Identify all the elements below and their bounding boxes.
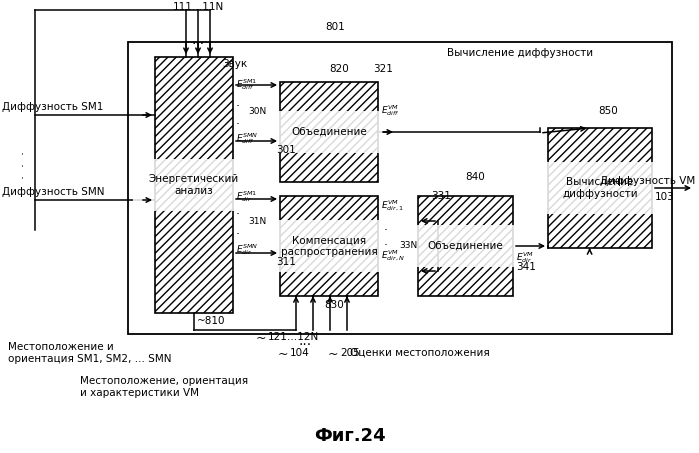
Text: $E_{dir}^{SM1}$: $E_{dir}^{SM1}$ — [236, 189, 257, 204]
Text: $E_{diff}^{SMN}$: $E_{diff}^{SMN}$ — [236, 131, 259, 146]
Bar — [548, 128, 652, 248]
Text: $E_{diff}^{VM}$: $E_{diff}^{VM}$ — [381, 103, 400, 118]
Text: $E_{dir,1}^{VM}$: $E_{dir,1}^{VM}$ — [381, 198, 404, 213]
Text: Диффузность VM: Диффузность VM — [600, 176, 695, 186]
Text: Местоположение, ориентация
и характеристики VM: Местоположение, ориентация и характерист… — [80, 376, 248, 398]
Text: 30N: 30N — [248, 107, 266, 116]
Text: Звук: Звук — [222, 59, 247, 69]
Text: ·: · — [236, 228, 240, 241]
Text: Энергетический
анализ: Энергетический анализ — [149, 174, 239, 196]
Text: Вычисление
диффузности: Вычисление диффузности — [562, 177, 637, 199]
Text: Местоположение и
ориентация SM1, SM2, … SMN: Местоположение и ориентация SM1, SM2, … … — [8, 342, 171, 364]
Text: ~: ~ — [256, 332, 266, 345]
Text: ~810: ~810 — [197, 316, 226, 326]
Text: 31N: 31N — [248, 217, 266, 226]
Text: $E_{dir}^{VM}$: $E_{dir}^{VM}$ — [516, 250, 534, 265]
Text: ~: ~ — [278, 348, 288, 361]
Text: ...: ... — [192, 33, 205, 47]
Bar — [280, 196, 378, 296]
Text: 111…11N: 111…11N — [173, 2, 224, 12]
Text: ·: · — [236, 101, 240, 114]
Bar — [155, 57, 233, 313]
Text: Объединение: Объединение — [428, 241, 503, 251]
Text: Объединение: Объединение — [291, 127, 367, 137]
Text: $E_{dir}^{SMN}$: $E_{dir}^{SMN}$ — [236, 242, 259, 257]
Text: 830: 830 — [324, 300, 344, 310]
Text: ·  ·  ·: · · · — [18, 151, 31, 179]
Text: Диффузность SM1: Диффузность SM1 — [2, 102, 103, 112]
Text: 331: 331 — [431, 191, 451, 201]
Text: ·
·: · · — [384, 224, 388, 252]
Text: ·: · — [236, 119, 240, 131]
Text: Компенсация
распространения: Компенсация распространения — [280, 235, 377, 257]
Text: ~: ~ — [328, 348, 338, 361]
Bar — [280, 82, 378, 182]
Text: 205: 205 — [340, 348, 360, 358]
Text: 104: 104 — [290, 348, 310, 358]
Text: 121…12N: 121…12N — [268, 332, 319, 342]
Text: 850: 850 — [598, 106, 618, 116]
Bar — [128, 42, 672, 334]
Text: 341: 341 — [516, 262, 536, 272]
Text: 801: 801 — [325, 22, 345, 32]
Text: $E_{dir,N}^{VM}$: $E_{dir,N}^{VM}$ — [381, 248, 405, 263]
Text: 33N: 33N — [399, 241, 417, 251]
Text: Оценки местоположения: Оценки местоположения — [350, 348, 490, 358]
Text: 311: 311 — [276, 257, 296, 267]
Text: ...: ... — [298, 334, 312, 348]
Text: 103: 103 — [655, 192, 675, 202]
Text: 840: 840 — [466, 172, 485, 182]
Text: 301: 301 — [276, 145, 296, 155]
Text: 820: 820 — [329, 64, 349, 74]
Text: ·: · — [236, 208, 240, 222]
Text: Фиг.24: Фиг.24 — [314, 427, 385, 445]
Text: $E_{diff}^{SM1}$: $E_{diff}^{SM1}$ — [236, 77, 257, 92]
Text: Вычисление диффузности: Вычисление диффузности — [447, 48, 593, 58]
Text: 321: 321 — [373, 64, 393, 74]
Text: Диффузность SMN: Диффузность SMN — [2, 187, 104, 197]
Bar — [418, 196, 513, 296]
